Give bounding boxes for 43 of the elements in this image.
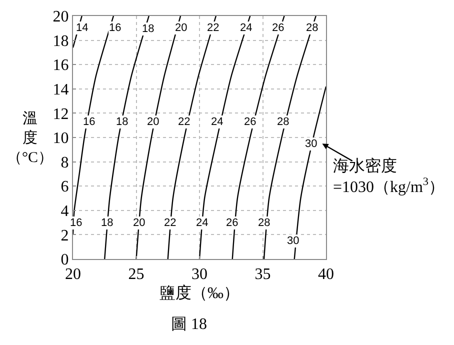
y-tick-label: 18 (52, 32, 69, 50)
annotation: 22 (164, 217, 176, 229)
annotation: 30 (287, 235, 300, 247)
annotation: 26 (226, 217, 238, 229)
y-tick-label: 16 (52, 57, 69, 74)
x-tick-label: 40 (318, 266, 334, 284)
y-tick-label: 14 (52, 82, 69, 98)
annotation: 26 (244, 116, 256, 128)
annotation: 18 (116, 116, 128, 128)
annotation: 22 (178, 116, 190, 128)
y-tick-label: 12 (52, 106, 69, 123)
annotation: 28 (277, 116, 290, 128)
y-tick-label: 6 (60, 178, 69, 196)
x-tick-label: 35 (254, 266, 271, 284)
annotation: 24 (240, 22, 252, 34)
y-axis-title: 溫度（°C） (7, 110, 54, 166)
annotation: 28 (306, 22, 318, 34)
annotation: 14 (76, 22, 88, 34)
x-axis-title: 鹽度（‰） (160, 284, 240, 302)
annotation: 22 (207, 22, 220, 34)
annotation: 16 (83, 116, 96, 128)
annotation: 16 (109, 22, 122, 34)
annotation: 20 (175, 22, 188, 34)
annotation: 18 (101, 217, 114, 229)
annotation: 24 (211, 116, 224, 128)
x-tick-label: 25 (128, 266, 144, 284)
y-tick-label: 8 (60, 154, 69, 172)
text: 海水密度 =1030（kg/m$^{3}$） (333, 157, 445, 196)
annotation: 28 (258, 217, 270, 229)
annotation: 20 (147, 116, 160, 128)
y-tick-label: 0 (60, 252, 69, 269)
annotation: 26 (272, 22, 284, 34)
annotation: 20 (133, 217, 146, 229)
x-tick-label: 30 (192, 266, 208, 284)
caption: 圖 18 (171, 316, 207, 333)
y-tick-label: 2 (60, 227, 69, 244)
annotation: 16 (70, 217, 82, 229)
annotation: 24 (196, 217, 208, 229)
y-tick-label: 10 (52, 130, 69, 148)
annotation: 18 (142, 23, 154, 35)
y-tick-label: 4 (60, 203, 69, 220)
annotation: 30 (305, 138, 318, 150)
y-tick-label: 20 (52, 8, 69, 26)
